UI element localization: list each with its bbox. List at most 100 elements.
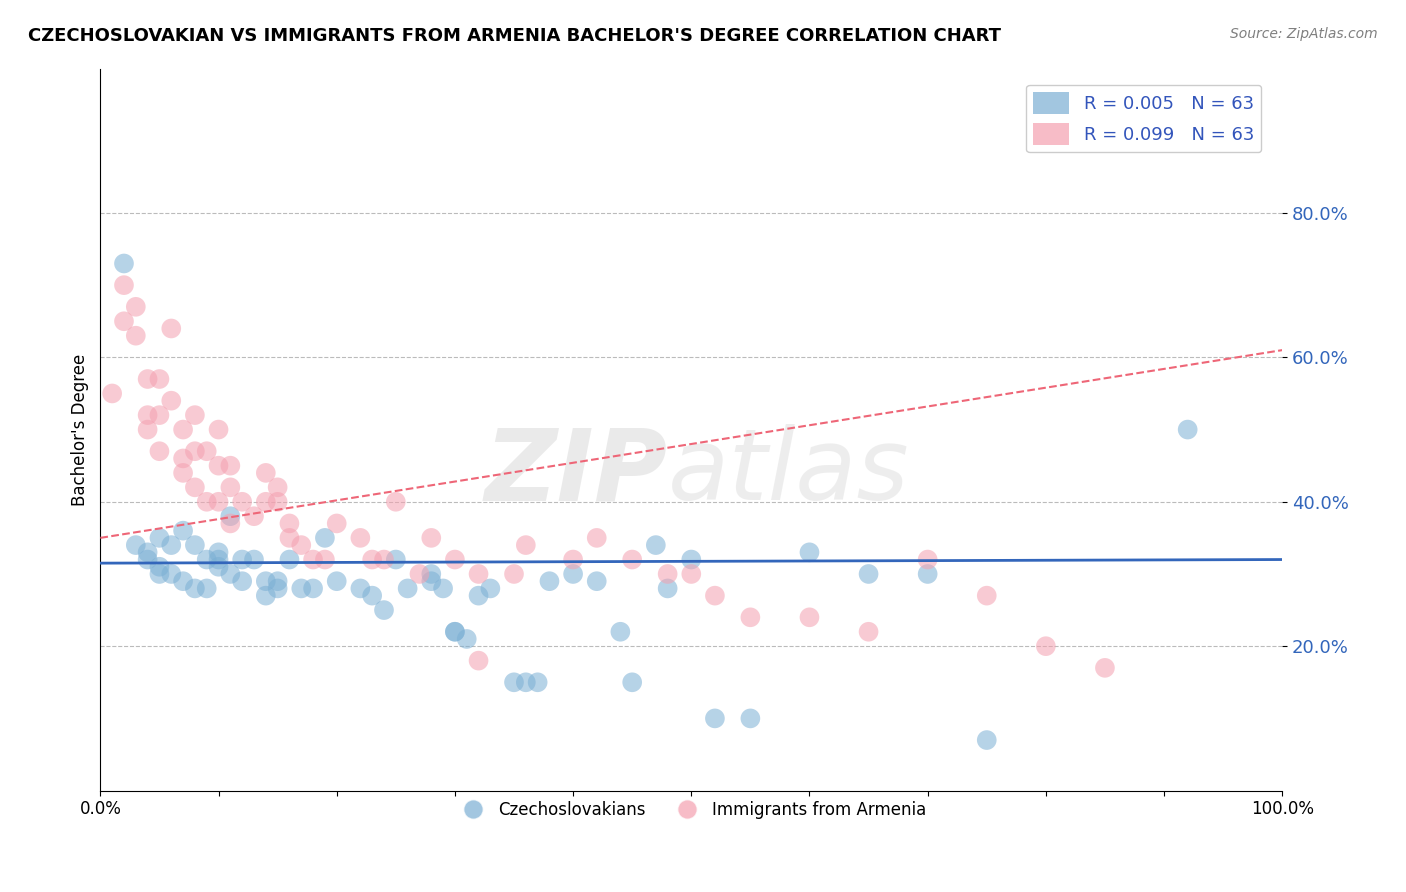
Point — [621, 675, 644, 690]
Point — [172, 451, 194, 466]
Point — [420, 531, 443, 545]
Point — [243, 509, 266, 524]
Point — [740, 711, 762, 725]
Point — [385, 552, 408, 566]
Point — [479, 582, 502, 596]
Point — [148, 531, 170, 545]
Point — [148, 444, 170, 458]
Point — [799, 610, 821, 624]
Point — [160, 566, 183, 581]
Point — [195, 582, 218, 596]
Point — [290, 538, 312, 552]
Point — [136, 552, 159, 566]
Point — [207, 458, 229, 473]
Point — [657, 566, 679, 581]
Point — [585, 574, 607, 589]
Point — [917, 552, 939, 566]
Point — [254, 589, 277, 603]
Point — [136, 372, 159, 386]
Y-axis label: Bachelor's Degree: Bachelor's Degree — [72, 353, 89, 506]
Point — [515, 675, 537, 690]
Point — [314, 552, 336, 566]
Point — [219, 566, 242, 581]
Point — [1094, 661, 1116, 675]
Point — [538, 574, 561, 589]
Point — [420, 574, 443, 589]
Text: CZECHOSLOVAKIAN VS IMMIGRANTS FROM ARMENIA BACHELOR'S DEGREE CORRELATION CHART: CZECHOSLOVAKIAN VS IMMIGRANTS FROM ARMEN… — [28, 27, 1001, 45]
Point — [361, 589, 384, 603]
Point — [740, 610, 762, 624]
Point — [207, 559, 229, 574]
Point — [195, 444, 218, 458]
Point — [184, 480, 207, 494]
Point — [515, 538, 537, 552]
Point — [148, 372, 170, 386]
Point — [456, 632, 478, 646]
Point — [184, 582, 207, 596]
Point — [467, 654, 489, 668]
Point — [325, 574, 347, 589]
Point — [160, 321, 183, 335]
Point — [266, 582, 288, 596]
Point — [184, 538, 207, 552]
Point — [148, 559, 170, 574]
Point — [799, 545, 821, 559]
Point — [112, 256, 135, 270]
Point — [254, 574, 277, 589]
Point — [231, 495, 253, 509]
Point — [420, 566, 443, 581]
Point — [302, 552, 325, 566]
Point — [290, 582, 312, 596]
Point — [917, 566, 939, 581]
Point — [467, 566, 489, 581]
Point — [657, 582, 679, 596]
Point — [1177, 423, 1199, 437]
Point — [681, 566, 703, 581]
Point — [302, 582, 325, 596]
Text: Source: ZipAtlas.com: Source: ZipAtlas.com — [1230, 27, 1378, 41]
Point — [254, 466, 277, 480]
Point — [385, 495, 408, 509]
Point — [160, 393, 183, 408]
Point — [1035, 639, 1057, 653]
Point — [325, 516, 347, 531]
Point — [349, 531, 371, 545]
Point — [858, 566, 880, 581]
Point — [172, 466, 194, 480]
Point — [160, 538, 183, 552]
Point — [278, 516, 301, 531]
Point — [444, 624, 467, 639]
Point — [266, 480, 288, 494]
Point — [408, 566, 430, 581]
Point — [585, 531, 607, 545]
Point — [207, 495, 229, 509]
Point — [373, 603, 395, 617]
Legend: Czechoslovakians, Immigrants from Armenia: Czechoslovakians, Immigrants from Armeni… — [450, 794, 934, 826]
Point — [266, 574, 288, 589]
Point — [219, 458, 242, 473]
Point — [681, 552, 703, 566]
Text: ZIP: ZIP — [485, 425, 668, 522]
Point — [231, 552, 253, 566]
Point — [207, 552, 229, 566]
Point — [703, 711, 725, 725]
Point — [976, 589, 998, 603]
Point — [278, 531, 301, 545]
Point — [314, 531, 336, 545]
Point — [243, 552, 266, 566]
Point — [207, 545, 229, 559]
Point — [219, 509, 242, 524]
Point — [373, 552, 395, 566]
Point — [172, 423, 194, 437]
Point — [148, 408, 170, 422]
Point — [526, 675, 548, 690]
Point — [444, 624, 467, 639]
Point — [432, 582, 454, 596]
Point — [112, 278, 135, 293]
Point — [125, 300, 148, 314]
Point — [184, 444, 207, 458]
Point — [266, 495, 288, 509]
Point — [101, 386, 124, 401]
Point — [361, 552, 384, 566]
Point — [562, 566, 585, 581]
